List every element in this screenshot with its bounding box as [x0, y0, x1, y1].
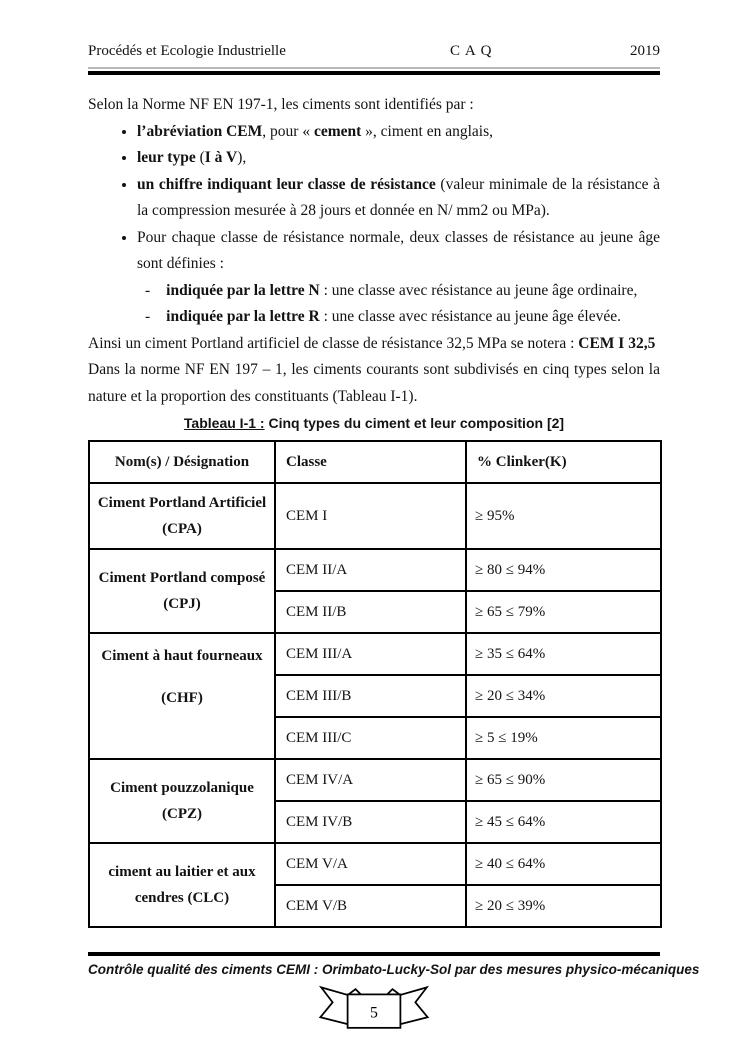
table-caption: Tableau I-1 : Cinq types du ciment et le…: [88, 414, 660, 432]
cell-name-cpa: Ciment Portland Artificiel (CPA): [88, 482, 276, 550]
cell-clinker: ≥ 20 ≤ 39%: [465, 884, 662, 928]
cell-classe: CEM II/B: [274, 590, 467, 634]
cell-clinker: ≥ 95%: [465, 482, 662, 550]
bullet-item-abbreviation-text: l’abréviation CEM, pour « cement », cime…: [137, 122, 494, 140]
cement-name-line1: Ciment à haut fourneaux: [101, 648, 263, 664]
cell-clinker: ≥ 5 ≤ 19%: [465, 716, 662, 760]
bullet-list: l’abréviation CEM, pour « cement », cime…: [88, 119, 660, 278]
cell-classe: CEM I: [274, 482, 467, 550]
column-header-clinker: % Clinker(K): [465, 440, 662, 484]
header-rule-thick: [88, 71, 660, 75]
ribbon-banner-icon: 5: [318, 985, 430, 1029]
cell-classe: CEM V/B: [274, 884, 467, 928]
column-header-classe: Classe: [274, 440, 467, 484]
notation-paragraph: Ainsi un ciment Portland artificiel de c…: [88, 334, 656, 352]
table-row: Ciment Portland Artificiel (CPA) CEM I ≥…: [88, 482, 662, 550]
cell-clinker: ≥ 20 ≤ 34%: [465, 674, 662, 718]
page-number-ribbon: 5: [88, 984, 660, 1040]
body-content: Selon la Norme NF EN 197-1, les ciments …: [88, 92, 660, 410]
table-row: CEM IV/B ≥ 45 ≤ 64%: [89, 800, 662, 844]
page-footer: Contrôle qualité des ciments CEMI : Orim…: [88, 952, 700, 1040]
bullet-item-resistance-class-text: un chiffre indiquant leur classe de rési…: [137, 175, 661, 220]
cement-types-table: Nom(s) / Désignation Classe % Clinker(K)…: [88, 440, 662, 928]
bullet-item-type-text: leur type (I à V),: [137, 149, 247, 166]
cell-classe: CEM III/B: [274, 674, 467, 718]
cell-clinker: ≥ 40 ≤ 64%: [465, 842, 662, 886]
table-row: CEM II/B ≥ 65 ≤ 79%: [89, 590, 662, 634]
page-number: 5: [370, 1004, 378, 1021]
cell-classe: CEM IV/A: [274, 758, 467, 802]
cell-classe: CEM III/C: [274, 716, 467, 760]
cement-name-line2: (CPJ): [163, 596, 201, 612]
dash-item-letter-n-text: indiquée par la lettre N : une classe av…: [166, 281, 638, 299]
cement-name-line2: (CHF): [161, 690, 203, 706]
cell-classe: CEM II/A: [274, 548, 467, 592]
column-header-name: Nom(s) / Désignation: [88, 440, 276, 484]
header-rule-thin: [88, 67, 660, 69]
cement-name-line1: Ciment Portland Artificiel: [97, 495, 267, 511]
page-header: Procédés et Ecologie Industrielle C A Q …: [88, 42, 660, 61]
table-caption-text: Cinq types du ciment et leur composition…: [264, 415, 565, 431]
bullet-item-abbreviation: l’abréviation CEM, pour « cement », cime…: [137, 119, 660, 146]
cell-name-cpj: Ciment Portland composé (CPJ): [88, 548, 276, 634]
table-row: ciment au laitier et aux cendres (CLC) C…: [88, 842, 662, 928]
cell-classe: CEM III/A: [274, 632, 467, 676]
cell-clinker: ≥ 45 ≤ 64%: [465, 800, 662, 844]
header-course-title: Procédés et Ecologie Industrielle: [88, 43, 286, 59]
ribbon-center-panel: [346, 993, 402, 1029]
cement-name-line1: Ciment Portland composé: [98, 570, 266, 586]
cell-name-chf: Ciment à haut fourneaux (CHF): [88, 632, 276, 760]
cement-name-line1: ciment au laitier et aux: [108, 864, 256, 880]
types-paragraph: Dans la norme NF EN 197 – 1, les ciments…: [88, 361, 660, 405]
table-caption-label: Tableau I-1 :: [183, 415, 265, 431]
header-center-label: C A Q: [450, 43, 493, 59]
intro-paragraph: Selon la Norme NF EN 197-1, les ciments …: [88, 96, 474, 113]
dash-item-letter-n: indiquée par la lettre N : une classe av…: [145, 278, 660, 305]
cell-name-cpz: Ciment pouzzolanique (CPZ): [88, 758, 276, 844]
footer-title: Contrôle qualité des ciments CEMI : Orim…: [88, 962, 700, 977]
table-row: CEM III/B ≥ 20 ≤ 34%: [89, 674, 662, 718]
cement-name-line2: (CPA): [162, 521, 202, 537]
table-header-row: Nom(s) / Désignation Classe % Clinker(K): [88, 440, 662, 484]
table-row: Ciment à haut fourneaux (CHF) CEM III/A …: [88, 632, 662, 760]
cell-clinker: ≥ 65 ≤ 79%: [465, 590, 662, 634]
table-row: Ciment Portland composé (CPJ) CEM II/A ≥…: [88, 548, 662, 634]
cement-name-line2: (CPZ): [162, 806, 202, 822]
cell-classe: CEM V/A: [274, 842, 467, 886]
bullet-item-age-classes-text: Pour chaque classe de résistance normale…: [137, 228, 660, 273]
table-row: Ciment pouzzolanique (CPZ) CEM IV/A ≥ 65…: [88, 758, 662, 844]
cement-name-line2: cendres (CLC): [134, 890, 230, 906]
table-row: CEM III/C ≥ 5 ≤ 19%: [89, 716, 662, 760]
bullet-item-age-classes: Pour chaque classe de résistance normale…: [137, 225, 660, 278]
dash-item-letter-r: indiquée par la lettre R : une classe av…: [145, 304, 660, 331]
header-year: 2019: [630, 43, 660, 59]
dash-item-letter-r-text: indiquée par la lettre R : une classe av…: [166, 308, 621, 325]
cell-name-clc: ciment au laitier et aux cendres (CLC): [88, 842, 276, 928]
bullet-item-resistance-class: un chiffre indiquant leur classe de rési…: [137, 172, 660, 225]
cell-classe: CEM IV/B: [274, 800, 467, 844]
footer-rule: [88, 952, 660, 956]
cell-clinker: ≥ 65 ≤ 90%: [465, 758, 662, 802]
table-row: CEM V/B ≥ 20 ≤ 39%: [89, 884, 662, 928]
cement-name-line1: Ciment pouzzolanique: [110, 780, 254, 796]
bullet-item-type: leur type (I à V),: [137, 145, 660, 172]
cell-clinker: ≥ 35 ≤ 64%: [465, 632, 662, 676]
cell-clinker: ≥ 80 ≤ 94%: [465, 548, 662, 592]
